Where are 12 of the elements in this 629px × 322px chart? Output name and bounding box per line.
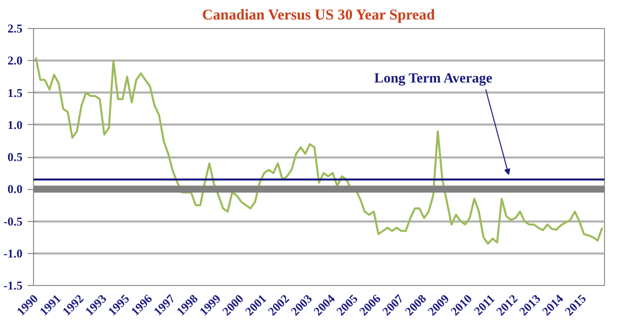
- y-tick-label: 1.0: [8, 118, 22, 132]
- line-series: [34, 56, 604, 245]
- chart-title: Canadian Versus US 30 Year Spread: [202, 8, 436, 24]
- y-tick-label: 1.5: [8, 86, 22, 100]
- y-tick-label: 0.0: [8, 182, 22, 196]
- y-tick-label: 2.0: [8, 54, 22, 68]
- y-tick-label: -1.5: [4, 278, 23, 292]
- y-tick-label: -1.0: [4, 246, 23, 260]
- y-tick-label: 2.5: [8, 22, 22, 36]
- y-tick-label: 0.5: [8, 150, 22, 164]
- y-tick-label: -0.5: [4, 214, 23, 228]
- ref-line-label: Long Term Average: [374, 71, 492, 86]
